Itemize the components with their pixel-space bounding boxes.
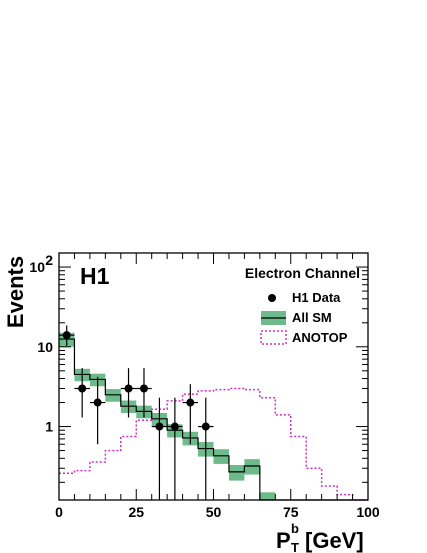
legend-data-marker bbox=[268, 294, 276, 302]
data-point bbox=[170, 422, 179, 431]
sm-band-bin bbox=[213, 449, 229, 464]
sm-line bbox=[59, 338, 368, 501]
experiment-label: H1 bbox=[80, 263, 110, 289]
y-axis-title: Events bbox=[3, 256, 28, 328]
data-point bbox=[155, 422, 164, 431]
data-point bbox=[139, 384, 148, 393]
sm-uncertainty-band bbox=[59, 332, 276, 500]
data-point bbox=[62, 331, 71, 340]
x-axis-title: P b T [GeV] bbox=[276, 521, 364, 553]
data-point bbox=[93, 398, 102, 407]
x-tick-label: 0 bbox=[55, 504, 63, 520]
anotop-line bbox=[59, 387, 368, 501]
x-tick-label: 50 bbox=[206, 504, 222, 520]
data-point bbox=[78, 384, 87, 393]
sm-band-bin bbox=[259, 492, 276, 500]
sm-histogram bbox=[59, 338, 368, 501]
legend-label-anotop: ANOTOP bbox=[292, 330, 348, 345]
data-points bbox=[59, 325, 214, 500]
sm-band-bin bbox=[244, 459, 260, 475]
x-axis-title-main: P bbox=[276, 528, 291, 553]
y-tick-label: 10 bbox=[37, 339, 53, 355]
x-tick-label: 25 bbox=[128, 504, 144, 520]
y-tick-label: 1 bbox=[45, 419, 53, 435]
legend-anotop-swatch bbox=[260, 330, 287, 345]
x-axis-title-sup: b bbox=[291, 521, 299, 536]
data-point bbox=[124, 384, 133, 393]
legend-label-sm: All SM bbox=[292, 310, 332, 325]
x-tick-label: 100 bbox=[356, 504, 380, 520]
data-point bbox=[186, 398, 195, 407]
x-axis-title-sub: T bbox=[291, 540, 299, 553]
sm-band-bin bbox=[228, 464, 245, 481]
channel-label: Electron Channel bbox=[245, 265, 360, 281]
x-axis-ticks: 0 25 50 75 100 bbox=[55, 253, 380, 520]
legend: H1 Data All SM ANOTOP bbox=[260, 290, 348, 345]
y-tick-label: 10 bbox=[29, 259, 45, 275]
legend-label-data: H1 Data bbox=[292, 290, 341, 305]
anotop-histogram bbox=[59, 387, 368, 501]
data-point bbox=[201, 422, 210, 431]
svg-text:P: P bbox=[276, 528, 291, 553]
x-axis-title-unit: [GeV] bbox=[305, 528, 364, 553]
x-tick-label: 75 bbox=[283, 504, 299, 520]
y-tick-label-exponent: 2 bbox=[45, 252, 53, 268]
